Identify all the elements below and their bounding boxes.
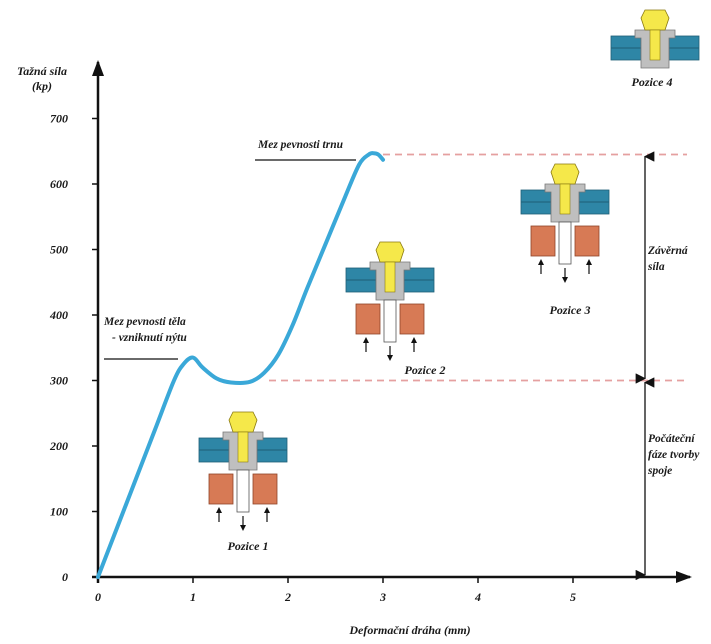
x-tick-label: 1 (190, 590, 196, 604)
annotation-zaverna: síla (647, 261, 665, 273)
push-arrow-head (216, 507, 222, 513)
nosepiece-right (252, 473, 278, 505)
annotation-trnu: Mez pevnosti trnu (257, 139, 344, 151)
annotation-tela: - vzniknutí nýtu (112, 332, 187, 344)
pull-arrow-head (562, 277, 568, 283)
y-axis-title: (kp) (32, 79, 52, 93)
annotation-tela: Mez pevnosti těla (103, 316, 186, 328)
nosepiece-left (530, 225, 556, 257)
reference-lines (269, 153, 687, 382)
y-axis-arrow (92, 60, 104, 76)
mandrel-head (640, 9, 670, 31)
y-tick-label: 100 (50, 505, 68, 519)
position-3-label: Pozice 3 (550, 303, 591, 317)
x-axis-title: Deformační dráha (mm) (348, 623, 470, 637)
rivet-illustration (610, 9, 700, 69)
position-2-label: Pozice 2 (405, 363, 446, 377)
x-tick-label: 4 (474, 590, 481, 604)
y-tick-label: 700 (50, 112, 68, 126)
curve-layer (96, 151, 385, 579)
annotation-pocatecni: fáze tvorby (648, 449, 700, 461)
mandrel-shank (383, 299, 397, 343)
y-tick-label: 600 (50, 177, 68, 191)
push-arrow-head (538, 259, 544, 265)
mandrel-head (550, 163, 580, 185)
x-tick-label: 2 (284, 590, 291, 604)
nosepiece-left (208, 473, 234, 505)
rivet-illustrations (198, 9, 700, 531)
rivet-illustration (198, 411, 288, 531)
position-1-label: Pozice 1 (228, 539, 269, 553)
y-tick-label: 0 (62, 570, 68, 584)
mandrel-shank (236, 469, 250, 513)
annotation-zaverna: Závěrná (647, 245, 688, 257)
force-curve (96, 151, 385, 579)
pull-arrow-head (387, 355, 393, 361)
nosepiece-right (399, 303, 425, 335)
mandrel-stem (384, 261, 396, 293)
y-tick-label: 400 (49, 308, 68, 322)
y-tick-label: 300 (49, 374, 68, 388)
push-arrow-head (264, 507, 270, 513)
rivet-illustration (345, 241, 435, 361)
annotation-pocatecni: Počáteční (648, 433, 695, 445)
mandrel-stem (237, 431, 249, 463)
x-tick-label: 5 (570, 590, 576, 604)
push-arrow-head (363, 337, 369, 343)
mandrel-stem (559, 183, 571, 215)
x-axis-arrow (676, 571, 692, 583)
position-4-label: Pozice 4 (632, 75, 673, 89)
mandrel-head (228, 411, 258, 433)
mandrel-stem (649, 29, 661, 61)
axes: 0 100 200 300 400 500 600 700 0 1 2 3 4 5 (49, 60, 692, 604)
rivet-illustration (520, 163, 610, 283)
x-tick-label: 3 (379, 590, 386, 604)
y-axis-title: Tažná síla (17, 64, 67, 78)
mandrel-head (375, 241, 405, 263)
push-arrow-head (411, 337, 417, 343)
nosepiece-right (574, 225, 600, 257)
annotation-pocatecni: spoje (647, 465, 672, 477)
pull-arrow-head (240, 525, 246, 531)
y-tick-label: 500 (50, 243, 68, 257)
chart-labels: Tažná síla(kp) Deformační dráha (mm) Mez p… (17, 64, 700, 637)
x-tick-label: 0 (95, 590, 101, 604)
mandrel-shank (558, 221, 572, 265)
y-tick-label: 200 (49, 439, 68, 453)
push-arrow-head (586, 259, 592, 265)
nosepiece-left (355, 303, 381, 335)
